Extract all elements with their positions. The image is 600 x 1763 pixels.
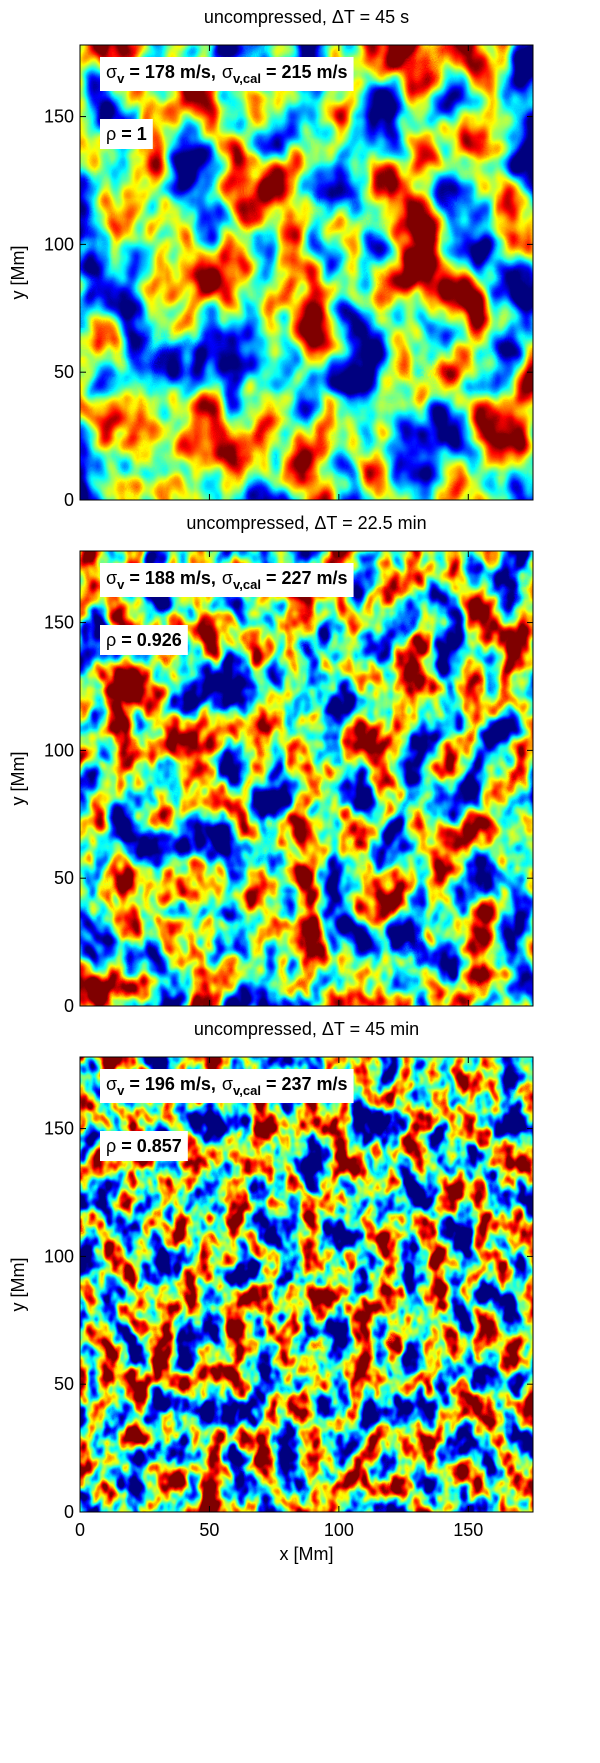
symbol: σ [106,568,117,588]
y-axis-label: y [Mm] [8,1258,28,1312]
subscript: v,cal [233,1083,261,1098]
panel-title: uncompressed, ΔT = 22.5 min [186,513,426,533]
annotation: σv = 196 m/s, σv,cal = 237 m/s [100,1069,354,1103]
annotation-text: σv = 196 m/s, σv,cal = 237 m/s [106,1074,348,1098]
symbol: ρ [106,124,116,144]
x-tick-label: 100 [324,1520,354,1540]
annotation: ρ = 0.926 [100,625,188,655]
y-tick-label: 100 [44,740,74,760]
y-tick-label: 0 [64,1502,74,1522]
annotation-value: = 188 m/s, [129,568,216,588]
y-axis-label: y [Mm] [8,752,28,806]
annotation-value: = 178 m/s, [129,62,216,82]
annotation-box [100,119,153,149]
subscript: v,cal [233,71,261,86]
y-tick-label: 150 [44,107,74,127]
annotation-value: = 215 m/s [266,62,348,82]
plot-frame [79,44,534,501]
annotation-text: ρ = 0.926 [106,630,182,650]
panel-title: uncompressed, ΔT = 45 s [204,7,409,27]
annotation-value: = 196 m/s, [129,1074,216,1094]
annotation-value: = 237 m/s [266,1074,348,1094]
y-tick-label: 50 [54,868,74,888]
annotation-value: = 1 [121,124,147,144]
annotation-box [100,563,354,597]
annotation-box [100,625,188,655]
x-tick-label: 50 [199,1520,219,1540]
symbol: σ [106,1074,117,1094]
annotation-text: σv = 188 m/s, σv,cal = 227 m/s [106,568,348,592]
symbol: ρ [106,630,116,650]
symbol: σ [222,568,233,588]
x-tick-label: 150 [453,1520,483,1540]
y-tick-label: 0 [64,490,74,510]
annotation-text: σv = 178 m/s, σv,cal = 215 m/s [106,62,348,86]
plot-frame [79,550,534,1007]
annotation-text: ρ = 1 [106,124,147,144]
annotation-value: = 0.857 [121,1136,182,1156]
y-tick-label: 150 [44,1119,74,1139]
annotation-value: = 0.926 [121,630,182,650]
heatmap [80,1057,533,1512]
subscript: v [117,71,125,86]
y-tick-label: 50 [54,362,74,382]
y-tick-label: 100 [44,234,74,254]
heatmap [80,551,533,1006]
subscript: v [117,1083,125,1098]
symbol: ρ [106,1136,116,1156]
heatmap [80,45,533,500]
annotation: σv = 188 m/s, σv,cal = 227 m/s [100,563,354,597]
subscript: v [117,577,125,592]
panel-title: uncompressed, ΔT = 45 min [194,1019,419,1039]
annotation-box [100,57,354,91]
x-tick-label: 0 [75,1520,85,1540]
annotation: ρ = 1 [100,119,153,149]
y-axis-label: y [Mm] [8,246,28,300]
y-tick-label: 100 [44,1246,74,1266]
annotation-box [100,1131,188,1161]
annotation-value: = 227 m/s [266,568,348,588]
symbol: σ [106,62,117,82]
y-tick-label: 0 [64,996,74,1016]
annotation: σv = 178 m/s, σv,cal = 215 m/s [100,57,354,91]
y-tick-label: 150 [44,613,74,633]
plot-frame [79,1056,534,1513]
annotation: ρ = 0.857 [100,1131,188,1161]
y-tick-label: 50 [54,1374,74,1394]
annotation-box [100,1069,354,1103]
subscript: v,cal [233,577,261,592]
annotation-text: ρ = 0.857 [106,1136,182,1156]
symbol: σ [222,62,233,82]
symbol: σ [222,1074,233,1094]
x-axis-label: x [Mm] [280,1544,334,1564]
